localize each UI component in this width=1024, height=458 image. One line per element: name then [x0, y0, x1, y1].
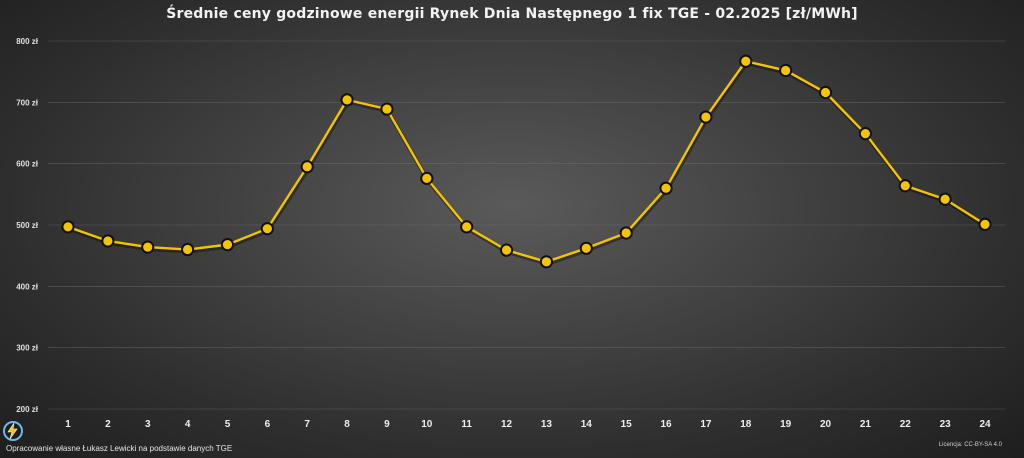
license-note: Licencja: CC-BY-SA 4.0 [938, 442, 1002, 448]
data-point [141, 240, 155, 254]
y-tick-label: 700 zł [16, 98, 39, 107]
y-tick-label: 500 zł [16, 221, 39, 230]
data-point [340, 93, 354, 107]
x-tick-label: 12 [501, 419, 513, 430]
data-point [539, 255, 554, 269]
data-point [420, 171, 434, 185]
x-tick-label: 4 [185, 419, 191, 430]
x-tick-label: 13 [541, 419, 553, 430]
x-tick-label: 9 [384, 419, 390, 430]
x-tick-label: 14 [581, 419, 593, 430]
data-point [978, 217, 992, 231]
y-tick-label: 600 zł [16, 160, 39, 169]
data-point [818, 85, 833, 100]
y-tick-label: 200 zł [16, 405, 39, 414]
data-point [499, 243, 514, 257]
x-tick-label: 16 [660, 419, 672, 430]
x-tick-label: 20 [820, 419, 832, 430]
data-point [579, 241, 593, 255]
x-tick-label: 21 [860, 419, 872, 430]
source-credit: Opracowanie własne Łukasz Lewicki na pod… [6, 444, 233, 453]
x-tick-label: 3 [145, 419, 151, 430]
x-tick-label: 1 [65, 419, 71, 430]
series-line [67, 60, 986, 263]
data-point [619, 226, 633, 240]
data-point [460, 220, 474, 234]
data-point [220, 238, 235, 252]
data-point [699, 110, 713, 124]
x-tick-label: 24 [979, 419, 991, 430]
x-tick-label: 23 [940, 419, 952, 430]
y-tick-label: 300 zł [16, 344, 39, 353]
x-tick-label: 17 [700, 419, 712, 430]
y-tick-label: 800 zł [16, 37, 39, 46]
data-point [659, 181, 673, 195]
x-tick-label: 6 [265, 419, 271, 430]
data-point [858, 127, 872, 141]
data-point [260, 222, 274, 236]
chart-title: Średnie ceny godzinowe energii Rynek Dni… [166, 6, 858, 22]
data-point [779, 63, 793, 78]
data-point [898, 179, 912, 193]
data-point [739, 54, 753, 68]
x-tick-label: 11 [461, 419, 472, 430]
x-tick-label: 15 [621, 419, 633, 430]
x-tick-label: 7 [304, 419, 310, 430]
x-tick-label: 18 [740, 419, 752, 430]
data-point [101, 234, 115, 248]
data-point [300, 160, 314, 174]
data-point [181, 242, 195, 257]
x-tick-label: 8 [344, 419, 350, 430]
data-point [380, 102, 394, 116]
x-tick-label: 10 [421, 419, 433, 430]
x-tick-label: 22 [900, 419, 912, 430]
x-tick-label: 19 [780, 419, 792, 430]
data-point [61, 220, 75, 234]
y-tick-label: 400 zł [16, 282, 39, 291]
lightning-bolt-icon [3, 421, 23, 441]
x-tick-label: 5 [225, 419, 231, 430]
x-tick-label: 2 [105, 419, 111, 430]
data-point [938, 192, 952, 206]
